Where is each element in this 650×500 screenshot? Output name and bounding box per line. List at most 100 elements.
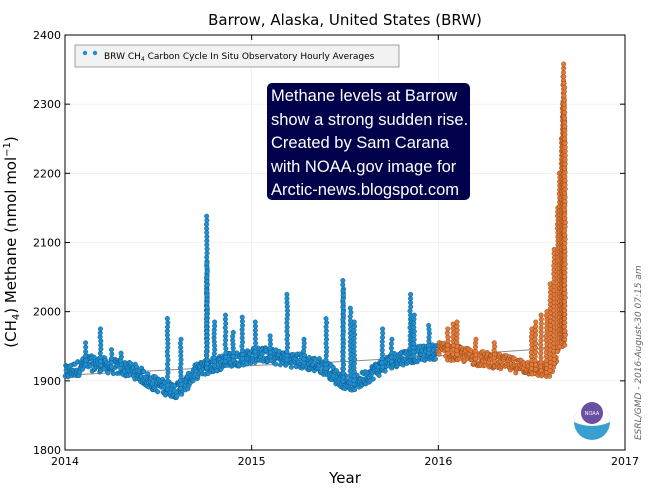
data-point — [83, 349, 89, 355]
data-point — [562, 299, 568, 305]
data-point — [165, 361, 171, 367]
data-point — [389, 336, 395, 342]
data-point — [561, 105, 567, 111]
data-point — [561, 93, 567, 99]
data-point — [538, 338, 544, 344]
data-point — [351, 377, 357, 383]
data-point — [340, 317, 346, 323]
data-point — [323, 332, 329, 338]
data-point — [204, 357, 210, 363]
data-point — [340, 370, 346, 376]
data-point — [109, 351, 115, 357]
data-point — [376, 372, 382, 378]
data-point — [351, 373, 357, 379]
data-point — [340, 378, 346, 384]
data-point — [165, 357, 171, 363]
data-point — [267, 337, 273, 343]
data-point — [340, 362, 346, 368]
data-point — [473, 336, 479, 342]
data-point — [533, 323, 539, 329]
data-point — [491, 340, 497, 346]
data-point — [562, 128, 568, 134]
data-point — [222, 316, 228, 322]
data-point — [352, 387, 358, 393]
data-point — [351, 340, 357, 346]
data-point — [562, 270, 568, 276]
data-point — [178, 369, 184, 375]
data-point — [323, 357, 329, 363]
data-point — [533, 319, 539, 325]
data-point — [323, 361, 329, 367]
data-point — [380, 364, 386, 370]
data-point — [204, 246, 210, 252]
data-point — [562, 274, 568, 280]
data-point — [562, 169, 568, 175]
legend: BRW CH4 Carbon Cycle In Situ Observatory… — [74, 44, 400, 68]
data-point — [561, 61, 567, 67]
data-point — [547, 367, 553, 373]
x-axis-label: Year — [328, 469, 362, 487]
data-point — [351, 344, 357, 350]
data-point — [239, 343, 245, 349]
data-point — [562, 219, 568, 225]
data-point — [379, 343, 385, 349]
data-point — [408, 300, 414, 306]
data-point — [352, 323, 358, 329]
data-point — [165, 353, 171, 359]
data-point — [533, 328, 539, 334]
data-point — [351, 361, 357, 367]
data-point — [562, 161, 568, 167]
data-point — [562, 211, 568, 217]
data-point — [562, 182, 568, 188]
legend-marker — [92, 50, 98, 56]
data-point — [562, 153, 568, 159]
data-point — [562, 144, 568, 150]
data-point — [223, 321, 229, 327]
data-point — [562, 115, 568, 121]
data-point — [445, 326, 451, 332]
data-point — [380, 334, 386, 340]
legend-label: BRW CH4 Carbon Cycle In Situ Observatory… — [104, 52, 375, 63]
data-point — [562, 315, 568, 321]
data-point — [155, 389, 161, 395]
data-point — [105, 370, 111, 376]
y-tick-label: 2200 — [33, 167, 61, 180]
data-point — [83, 357, 89, 363]
data-point — [239, 356, 245, 362]
data-point — [562, 165, 568, 171]
data-point — [562, 157, 568, 163]
data-point — [562, 199, 568, 205]
data-point — [284, 291, 290, 297]
data-point — [204, 282, 210, 288]
data-point — [347, 314, 353, 320]
data-point — [178, 385, 184, 391]
data-point — [532, 353, 538, 359]
data-point — [98, 338, 104, 344]
data-point — [190, 378, 196, 384]
data-point — [348, 355, 354, 361]
data-point — [408, 291, 414, 297]
data-point — [562, 332, 568, 338]
data-point — [109, 360, 115, 366]
data-point — [204, 260, 210, 266]
y-axis-label-open: (CH — [2, 320, 20, 348]
data-point — [284, 332, 290, 338]
data-point — [340, 341, 346, 347]
data-point — [379, 351, 385, 357]
data-point — [538, 350, 544, 356]
data-point — [323, 340, 329, 346]
data-point — [223, 312, 229, 318]
data-points-group — [62, 61, 568, 401]
data-point — [109, 364, 115, 370]
data-point — [538, 312, 544, 318]
data-point — [178, 381, 184, 387]
series-1 — [62, 213, 441, 401]
data-point — [538, 355, 544, 361]
data-point — [562, 215, 568, 221]
data-point — [204, 254, 210, 260]
data-point — [165, 324, 171, 330]
data-point — [562, 148, 568, 154]
data-point — [352, 356, 358, 362]
data-point — [379, 360, 385, 366]
y-tick-label: 2400 — [33, 29, 61, 42]
